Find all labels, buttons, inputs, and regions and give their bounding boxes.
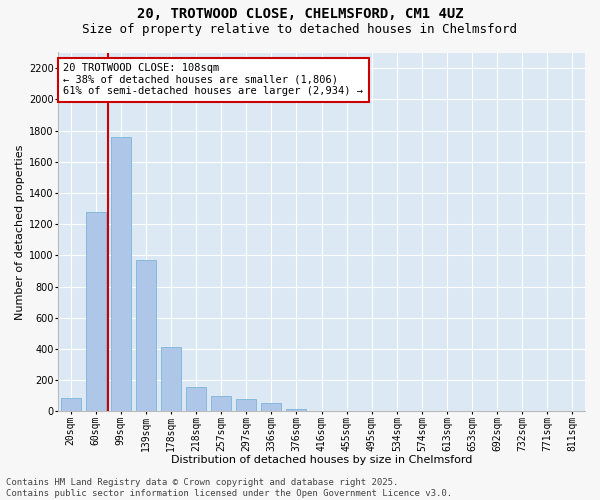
Text: 20, TROTWOOD CLOSE, CHELMSFORD, CM1 4UZ: 20, TROTWOOD CLOSE, CHELMSFORD, CM1 4UZ bbox=[137, 8, 463, 22]
Bar bbox=[86, 212, 106, 412]
Bar bbox=[111, 137, 131, 411]
Bar bbox=[262, 403, 281, 411]
Bar bbox=[161, 346, 181, 412]
Bar bbox=[186, 387, 206, 411]
Y-axis label: Number of detached properties: Number of detached properties bbox=[15, 144, 25, 320]
Bar bbox=[61, 398, 80, 411]
Text: Size of property relative to detached houses in Chelmsford: Size of property relative to detached ho… bbox=[83, 22, 517, 36]
X-axis label: Distribution of detached houses by size in Chelmsford: Distribution of detached houses by size … bbox=[171, 455, 472, 465]
Text: Contains HM Land Registry data © Crown copyright and database right 2025.
Contai: Contains HM Land Registry data © Crown c… bbox=[6, 478, 452, 498]
Bar bbox=[286, 409, 307, 412]
Bar bbox=[211, 396, 231, 411]
Bar bbox=[236, 399, 256, 411]
Title: 20, TROTWOOD CLOSE, CHELMSFORD, CM1 4UZ
Size of property relative to detached ho: 20, TROTWOOD CLOSE, CHELMSFORD, CM1 4UZ … bbox=[0, 499, 1, 500]
Text: 20 TROTWOOD CLOSE: 108sqm
← 38% of detached houses are smaller (1,806)
61% of se: 20 TROTWOOD CLOSE: 108sqm ← 38% of detac… bbox=[64, 64, 364, 96]
Bar bbox=[136, 260, 156, 412]
